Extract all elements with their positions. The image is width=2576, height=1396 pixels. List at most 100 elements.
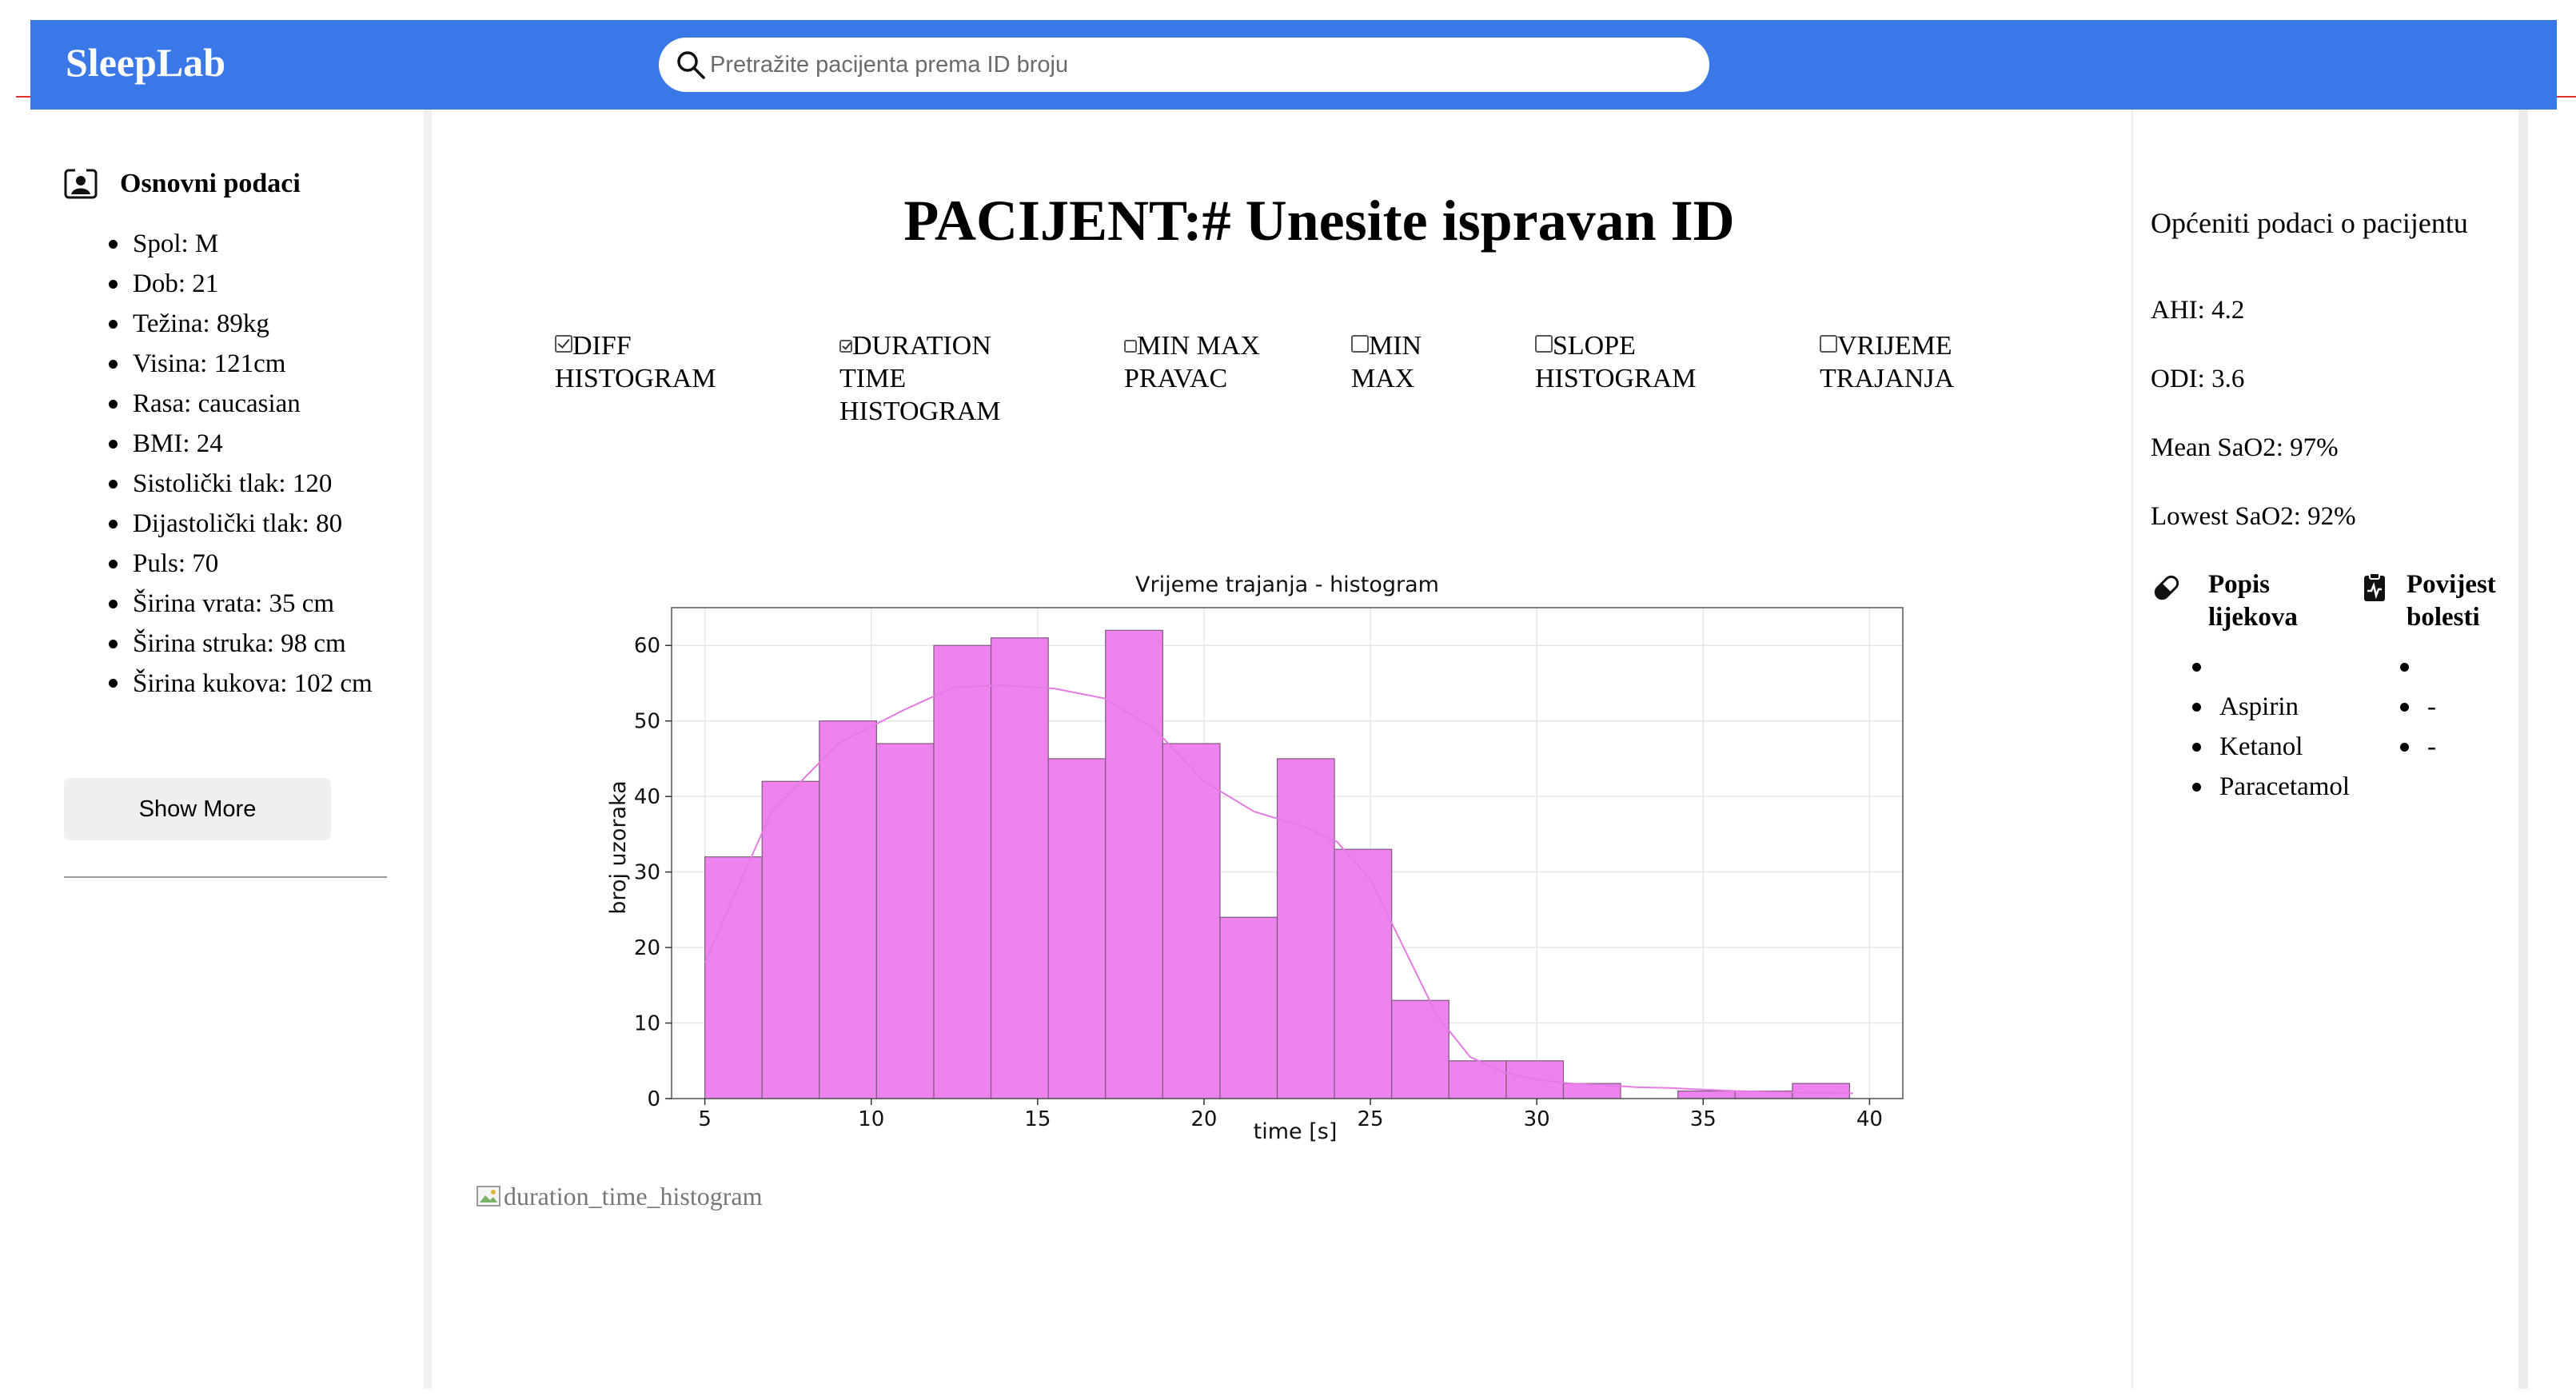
histogram-bar (1792, 1083, 1851, 1099)
clipboard-icon (2364, 572, 2385, 601)
list-item: Sistolički tlak: 120 (109, 464, 400, 504)
show-more-button[interactable]: Show More (64, 778, 331, 840)
duration-time-histogram-image: duration_time_histogram (475, 1182, 763, 1211)
histogram-bar (1219, 916, 1278, 1099)
checkbox-label: MIN MAX PRAVAC (1124, 331, 1260, 393)
histogram-bar (1162, 743, 1221, 1099)
checkbox-box[interactable] (1535, 335, 1553, 353)
histogram-bar (1334, 848, 1393, 1099)
pill-icon (2154, 575, 2179, 600)
histogram-bar (1047, 758, 1107, 1099)
checkbox-duration-time-histogram[interactable]: DURATION TIME HISTOGRAM (839, 329, 1055, 428)
duration-histogram-chart: Vrijeme trajanja - histogram 5 10 15 20 25 30… (606, 572, 1904, 1144)
chart-bars (704, 629, 1851, 1099)
search-input[interactable] (710, 44, 1685, 86)
medications-header: Popis lijekova (2151, 568, 2351, 634)
x-tick-label: 20 (1190, 1107, 1217, 1131)
ahi-value: AHI: 4.2 (2151, 296, 2245, 325)
histogram-bar (933, 644, 992, 1099)
general-info-panel: Općeniti podaci o pacijentu AHI: 4.2 ODI… (2151, 205, 2550, 801)
list-item (2400, 647, 2518, 687)
histogram-bar (1276, 758, 1335, 1099)
checkbox-box[interactable] (1124, 340, 1137, 353)
y-tick-label: 10 (634, 1012, 660, 1036)
checkbox-box[interactable] (555, 335, 572, 353)
histogram-bar (761, 780, 820, 1099)
checkbox-min-max[interactable]: MIN MAX (1351, 329, 1455, 395)
histogram-bar (990, 637, 1049, 1099)
checkbox-box[interactable] (1351, 335, 1369, 353)
broken-image-icon (477, 1185, 500, 1207)
list-item (2192, 647, 2351, 687)
histogram-bar (819, 720, 877, 1099)
chart-ticks: 5 10 15 20 25 30 35 40 0 10 20 30 40 50 60 (634, 634, 1883, 1131)
top-bar: SleepLab (30, 20, 2557, 110)
list-item: - (2400, 727, 2518, 767)
list-item: Paracetamol (2192, 767, 2351, 807)
histogram-bar (1105, 629, 1163, 1099)
x-tick-label: 25 (1358, 1107, 1384, 1131)
y-tick-label: 0 (647, 1087, 660, 1111)
history-section: Povijest bolesti - - (2359, 568, 2518, 767)
histogram-bar (704, 856, 763, 1099)
list-item: Puls: 70 (109, 544, 400, 584)
y-tick-label: 40 (634, 785, 660, 809)
checkbox-box[interactable] (839, 340, 852, 353)
x-tick-label: 30 (1524, 1107, 1550, 1131)
checkbox-vrijeme-trajanja[interactable]: VRIJEME TRAJANJA (1820, 329, 2020, 395)
y-tick-label: 30 (634, 861, 660, 885)
medications-section: Popis lijekova Aspirin Ketanol Paracetam… (2151, 568, 2351, 807)
list-item: Aspirin (2192, 687, 2351, 727)
list-item: Visina: 121cm (109, 344, 400, 384)
x-tick-label: 15 (1024, 1107, 1051, 1131)
checkbox-min-max-pravac[interactable]: MIN MAX PRAVAC (1124, 329, 1260, 395)
basic-info-list: Spol: M Dob: 21 Težina: 89kg Visina: 121… (109, 224, 400, 700)
list-item: - (2400, 687, 2518, 727)
brand-logo[interactable]: SleepLab (66, 40, 226, 85)
left-sidebar-divider (424, 110, 432, 1389)
checkbox-label: DIFF HISTOGRAM (555, 331, 716, 393)
y-tick-label: 50 (634, 710, 660, 734)
checkbox-box[interactable] (1820, 335, 1837, 353)
checkbox-label: MIN MAX (1351, 331, 1422, 393)
histogram-bar (1677, 1090, 1736, 1099)
x-axis-label: time [s] (1254, 1119, 1338, 1144)
checkbox-label: SLOPE HISTOGRAM (1535, 331, 1697, 393)
mean-sao2-value: Mean SaO2: 97% (2151, 433, 2339, 462)
y-tick-label: 20 (634, 936, 660, 960)
lowest-sao2-value: Lowest SaO2: 92% (2151, 502, 2356, 531)
x-tick-label: 40 (1856, 1107, 1883, 1131)
kde-curve (704, 684, 1853, 1095)
list-item: Širina kukova: 102 cm (109, 664, 400, 700)
checkbox-slope-histogram[interactable]: SLOPE HISTOGRAM (1535, 329, 1775, 395)
list-item: BMI: 24 (109, 424, 400, 464)
list-item: Ketanol (2192, 727, 2351, 767)
page-scrollbar[interactable] (2518, 110, 2528, 1389)
sidebar-separator (64, 876, 387, 878)
user-card-icon (64, 167, 98, 199)
page-title: PACIJENT:# Unesite ispravan ID (903, 189, 1735, 253)
histogram-bar (875, 743, 935, 1099)
list-item: Dob: 21 (109, 264, 400, 304)
history-list: - - (2400, 647, 2518, 767)
right-panel-divider (2131, 110, 2133, 1389)
chart-title: Vrijeme trajanja - histogram (1135, 572, 1439, 597)
search-box[interactable] (659, 38, 1709, 92)
history-header: Povijest bolesti (2359, 568, 2518, 634)
list-item: Spol: M (109, 224, 400, 264)
checkbox-diff-histogram[interactable]: DIFF HISTOGRAM (555, 329, 795, 395)
basic-info-sidebar: Osnovni podaci Spol: M Dob: 21 Težina: 8… (64, 160, 400, 878)
checkbox-label: VRIJEME TRAJANJA (1820, 331, 1955, 393)
histogram-bar (1391, 999, 1449, 1099)
broken-image-alt: duration_time_histogram (504, 1182, 763, 1211)
y-tick-label: 60 (634, 634, 660, 658)
y-axis-label: broj uzoraka (606, 780, 631, 914)
x-tick-label: 35 (1690, 1107, 1717, 1131)
checkbox-label: DURATION TIME HISTOGRAM (839, 331, 1001, 426)
list-item: Dijastolički tlak: 80 (109, 504, 400, 544)
list-item: Širina vrata: 35 cm (109, 584, 400, 624)
search-icon (677, 51, 705, 79)
basic-info-title: Osnovni podaci (120, 169, 301, 198)
x-tick-label: 10 (858, 1107, 884, 1131)
medications-title: Popis lijekova (2208, 570, 2298, 632)
